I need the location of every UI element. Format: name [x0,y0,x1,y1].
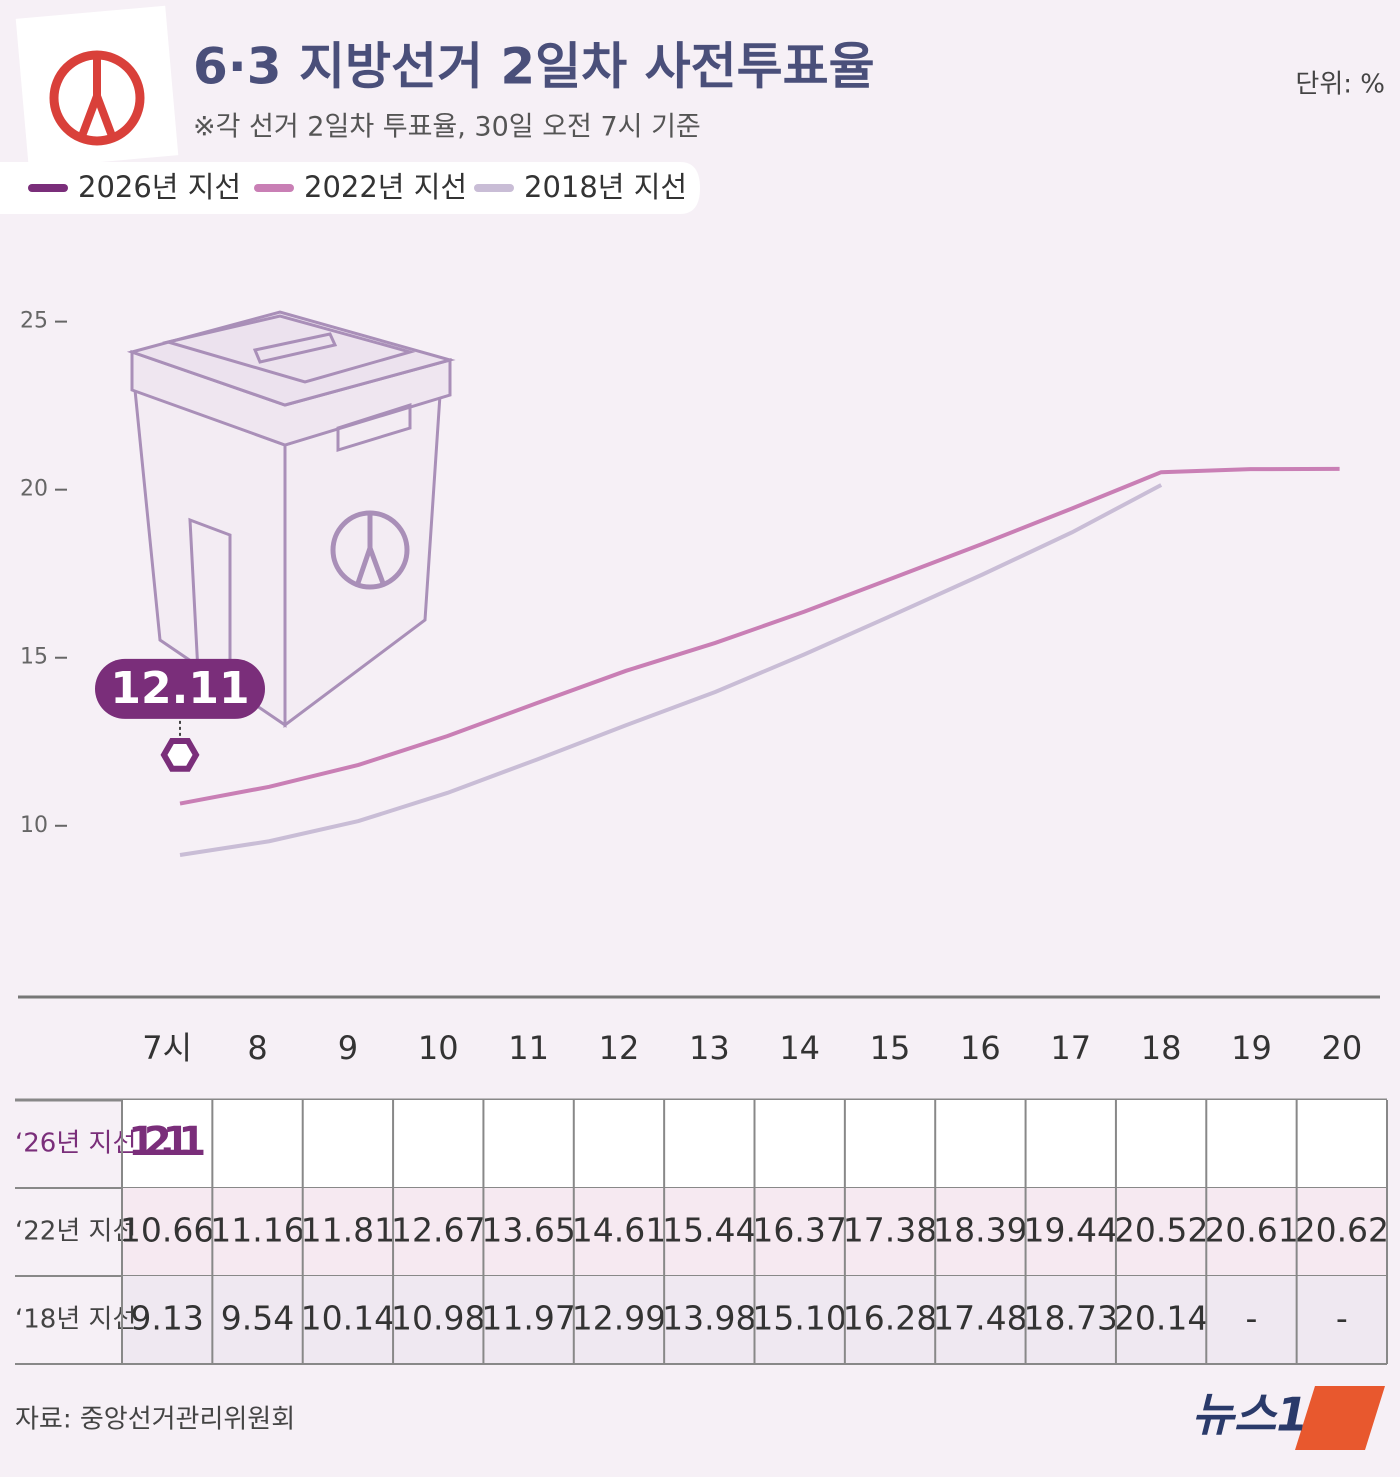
table-cell: 18.73 [1024,1299,1118,1338]
row-label: ‘18년 지선 [15,1305,136,1335]
x-tick-label: 13 [689,1029,730,1067]
x-tick-label: 14 [779,1029,820,1067]
title: 6·3 지방선거 2일차 사전투표율 [193,38,875,96]
y-tick-label: 25 [20,309,48,334]
x-tick-label: 16 [960,1029,1001,1067]
table-cell: 11.81 [301,1211,395,1250]
y-tick-label: 10 [20,813,48,838]
legend-background [0,162,700,214]
callout-pill [95,658,265,719]
logo: 뉴스1 [1192,1386,1385,1450]
table-cell: 18.39 [933,1211,1027,1250]
x-tick-label: 17 [1050,1029,1091,1067]
table-cell: 20.61 [1204,1211,1298,1250]
legend-label: 2026년 지선 [78,170,241,204]
table-cell: 11.16 [210,1211,304,1250]
table-cell: 9.13 [130,1299,203,1338]
point-marker [160,738,200,772]
table-cell: 12.99 [572,1299,666,1338]
row-label: ‘26년 지선 [15,1129,136,1159]
x-tick-label: 9 [338,1029,358,1067]
unit: 단위: % [1295,70,1385,100]
table-cell: 13.98 [662,1299,756,1338]
callout-label: 12.11 [110,663,249,714]
table-cell: 16.28 [843,1299,937,1338]
vote-stamp-icon [15,5,179,169]
table-cell: 20.14 [1114,1299,1208,1338]
table-cell: 17.48 [933,1299,1027,1338]
table-cell: 14.61 [572,1211,666,1250]
table-cell: - [1246,1299,1258,1338]
table-cell: 10.98 [391,1299,485,1338]
x-tick-label: 19 [1231,1029,1272,1067]
table-cell: 10.66 [120,1211,214,1250]
subtitle: ※각 선거 2일차 투표율, 30일 오전 7시 기준 [193,112,701,143]
table-cell: - [1336,1299,1348,1338]
x-tick-label: 11 [508,1029,549,1067]
table-cell: 10.14 [301,1299,395,1338]
table-cell: 16.37 [752,1211,846,1250]
row-label: ‘22년 지선 [15,1217,136,1247]
x-tick-label: 8 [247,1029,267,1067]
table-cell: 20.62 [1295,1211,1389,1250]
series-line [179,466,1340,806]
x-tick-label: 15 [870,1029,911,1067]
x-tick-label: 7시 [142,1029,192,1067]
table-cell: 12.67 [391,1211,485,1250]
table-cell: 15.10 [752,1299,846,1338]
source: 자료: 중앙선거관리위원회 [15,1405,295,1435]
x-tick-label: 18 [1141,1029,1182,1067]
y-tick-label: 20 [20,477,48,502]
table-cell: 11.97 [481,1299,575,1338]
table-cell: 12.11 [128,1119,206,1165]
table-cell: 13.65 [481,1211,575,1250]
legend-label: 2022년 지선 [304,170,467,204]
table-cell: 9.54 [221,1299,294,1338]
table-cell: 15.44 [662,1211,756,1250]
x-tick-label: 20 [1321,1029,1362,1067]
table-cell: 20.52 [1114,1211,1208,1250]
series-line [179,483,1163,857]
y-tick-label: 15 [20,645,48,670]
table-cell: 19.44 [1024,1211,1118,1250]
x-tick-label: 12 [599,1029,640,1067]
logo-text: 뉴스1 [1192,1388,1309,1442]
x-tick-label: 10 [418,1029,459,1067]
table-cell: 17.38 [843,1211,937,1250]
legend-label: 2018년 지선 [524,170,687,204]
ballot-box [126,310,456,728]
